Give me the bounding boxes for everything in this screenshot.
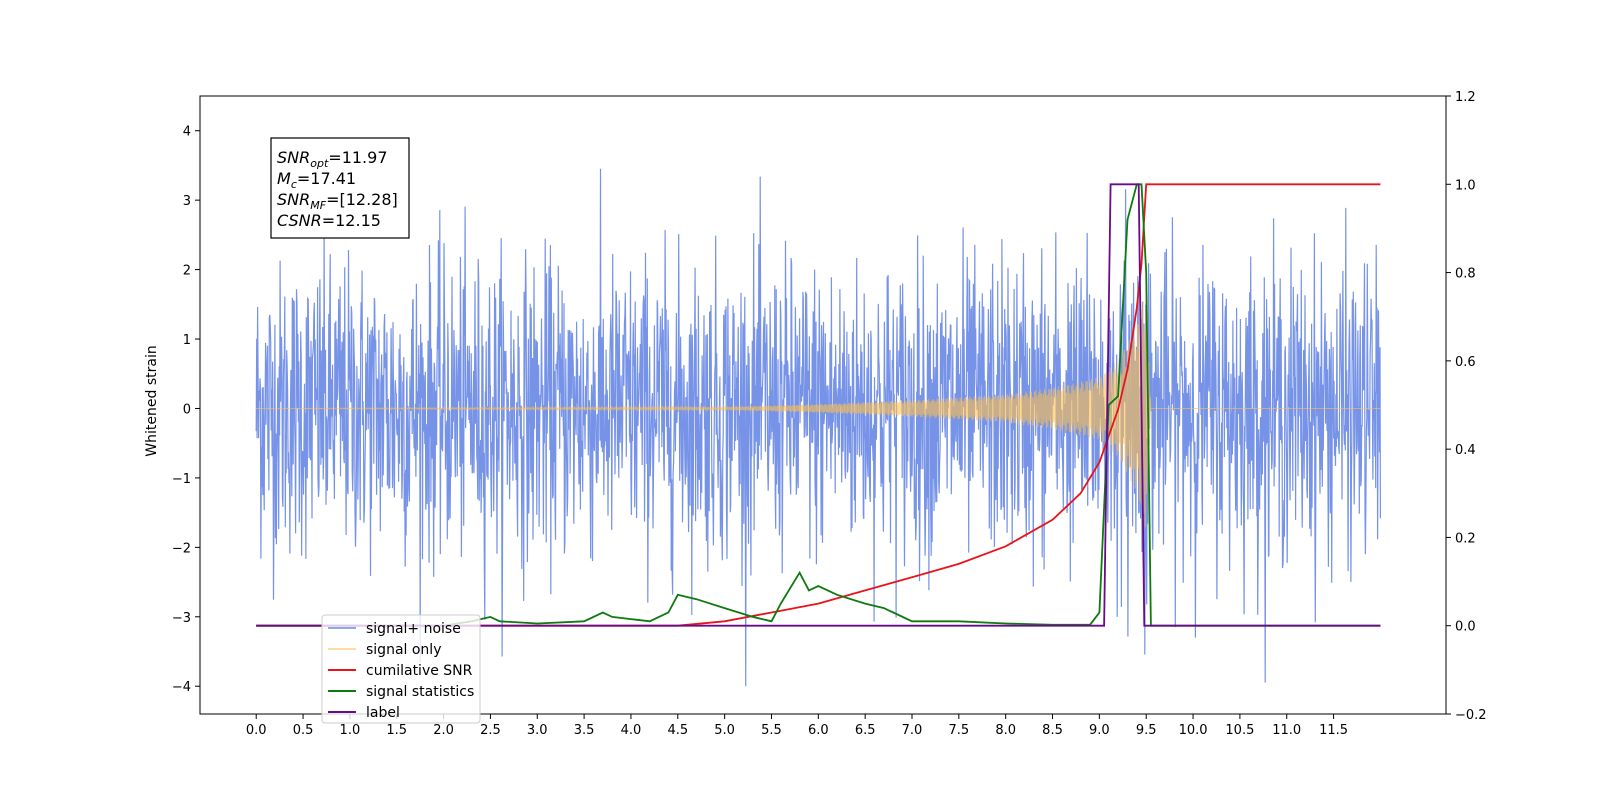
legend: signal+ noise signal only cumilative SNR si… — [321, 614, 481, 724]
series-line-cumulative-snr — [256, 183, 1381, 627]
y2-tick-label: 0.4 — [1455, 443, 1476, 458]
legend-label: cumilative SNR — [366, 663, 473, 679]
y2-tick-label: 1.2 — [1455, 90, 1476, 105]
series-line-signal-noise — [255, 168, 1381, 687]
series-line-label — [256, 183, 1381, 627]
x-tick-label: 10.0 — [1179, 723, 1208, 738]
x-tick-label: 8.5 — [1042, 723, 1063, 738]
x-tick-label: 1.0 — [340, 723, 361, 738]
x-tick-label: 0.0 — [246, 723, 267, 738]
info-box-frame — [270, 137, 410, 239]
x-tick-label: 2.0 — [433, 723, 454, 738]
x-tick-label: 3.5 — [574, 723, 595, 738]
y2-tick-label: 0.8 — [1455, 267, 1476, 282]
axes: 0.0 0.5 1.0 1.5 2.0 2.5 3.0 3.5 4.0 4.5 5.0 5.5 6.0 6… — [172, 90, 1487, 738]
y-axis-label: Whitened strain — [144, 345, 160, 456]
legend-entry-cumulative-snr: cumilative SNR — [328, 663, 473, 679]
x-tick-label: 7.0 — [902, 723, 923, 738]
x-tick-label: 5.0 — [714, 723, 735, 738]
legend-entry-signal-only: signal only — [328, 642, 441, 658]
y-tick-label: 2 — [183, 264, 191, 279]
y2-tick-label: 0.2 — [1455, 531, 1476, 546]
y-tick-label: 3 — [183, 194, 191, 209]
legend-label: signal statistics — [366, 684, 474, 700]
plot-series-group — [255, 168, 1381, 687]
info-annotation-box: SNRopt=11.97Mc=17.41SNRMF=[12.28]CSNR=12… — [270, 137, 410, 239]
legend-label: label — [366, 705, 400, 721]
x-tick-label: 0.5 — [293, 723, 314, 738]
y-tick-label: 0 — [183, 402, 191, 417]
x-tick-label: 7.5 — [948, 723, 969, 738]
x-tick-label: 2.5 — [480, 723, 501, 738]
legend-entry-label: label — [328, 705, 400, 721]
x-tick-label: 11.5 — [1319, 723, 1348, 738]
x-tick-label: 6.5 — [855, 723, 876, 738]
legend-frame — [321, 614, 481, 724]
info-annotation-line: Mc=17.41 — [277, 169, 356, 191]
y-tick-label: 4 — [183, 125, 191, 140]
y-tick-label: −4 — [172, 680, 191, 695]
info-annotation-line: SNRopt=11.97 — [277, 148, 388, 170]
x-tick-label: 4.5 — [667, 723, 688, 738]
plot-area — [255, 168, 1381, 687]
x-tick-label: 8.0 — [995, 723, 1016, 738]
legend-entry-signal-statistics: signal statistics — [328, 684, 474, 700]
x-tick-label: 4.0 — [621, 723, 642, 738]
y-tick-label: −2 — [172, 541, 191, 556]
x-tick-label: 1.5 — [386, 723, 407, 738]
y2-tick-label: 1.0 — [1455, 178, 1476, 193]
y-tick-label: −3 — [172, 611, 191, 626]
y2-tick-label: −0.2 — [1455, 708, 1487, 723]
y-tick-label: 1 — [183, 333, 191, 348]
x-tick-label: 6.0 — [808, 723, 829, 738]
x-tick-label: 9.0 — [1089, 723, 1110, 738]
x-tick-label: 9.5 — [1136, 723, 1157, 738]
x-tick-label: 5.5 — [761, 723, 782, 738]
legend-label: signal only — [366, 642, 441, 658]
y-tick-label: −1 — [172, 472, 191, 487]
x-tick-label: 10.5 — [1225, 723, 1254, 738]
x-tick-label: 3.0 — [527, 723, 548, 738]
series-line-signal-only — [256, 298, 1381, 528]
info-annotation-line: SNRMF=[12.28] — [277, 190, 398, 212]
series-line-signal-statistics — [256, 183, 1381, 627]
y2-tick-label: 0.6 — [1455, 355, 1476, 370]
y2-tick-label: 0.0 — [1455, 620, 1476, 635]
info-annotation-line: CSNR=12.15 — [277, 211, 381, 230]
axes-frame — [199, 95, 1447, 715]
legend-entry-signal-noise: signal+ noise — [328, 621, 461, 637]
legend-label: signal+ noise — [366, 621, 461, 637]
x-tick-label: 11.0 — [1272, 723, 1301, 738]
